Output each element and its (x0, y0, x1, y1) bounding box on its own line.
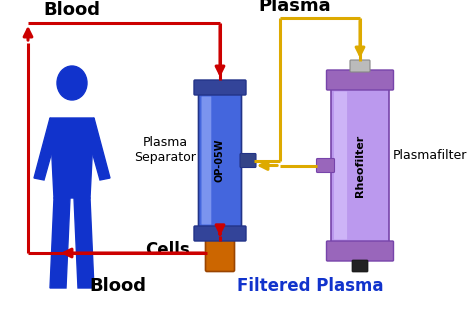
Text: OP-05W: OP-05W (215, 139, 225, 182)
FancyBboxPatch shape (352, 260, 368, 272)
FancyBboxPatch shape (350, 60, 370, 72)
Polygon shape (50, 198, 70, 288)
FancyBboxPatch shape (194, 80, 246, 95)
FancyBboxPatch shape (199, 92, 241, 230)
Text: Plasmafilter: Plasmafilter (393, 149, 467, 162)
Text: Cells: Cells (146, 241, 191, 259)
FancyBboxPatch shape (334, 92, 347, 239)
FancyBboxPatch shape (240, 154, 256, 168)
FancyBboxPatch shape (327, 70, 393, 90)
Text: Blood: Blood (90, 277, 146, 295)
Polygon shape (50, 118, 94, 198)
FancyBboxPatch shape (327, 241, 393, 261)
Polygon shape (34, 118, 58, 180)
Ellipse shape (57, 66, 87, 100)
Text: Blood: Blood (44, 1, 100, 19)
FancyBboxPatch shape (317, 158, 335, 173)
FancyBboxPatch shape (194, 226, 246, 241)
FancyBboxPatch shape (331, 87, 389, 244)
Polygon shape (86, 118, 110, 180)
Polygon shape (74, 198, 94, 288)
Text: Rheofilter: Rheofilter (355, 134, 365, 196)
FancyBboxPatch shape (201, 96, 211, 224)
Text: Plasma
Separator: Plasma Separator (134, 136, 196, 165)
Text: Filtered Plasma: Filtered Plasma (237, 277, 383, 295)
Text: Plasma: Plasma (259, 0, 331, 15)
FancyBboxPatch shape (206, 235, 235, 272)
